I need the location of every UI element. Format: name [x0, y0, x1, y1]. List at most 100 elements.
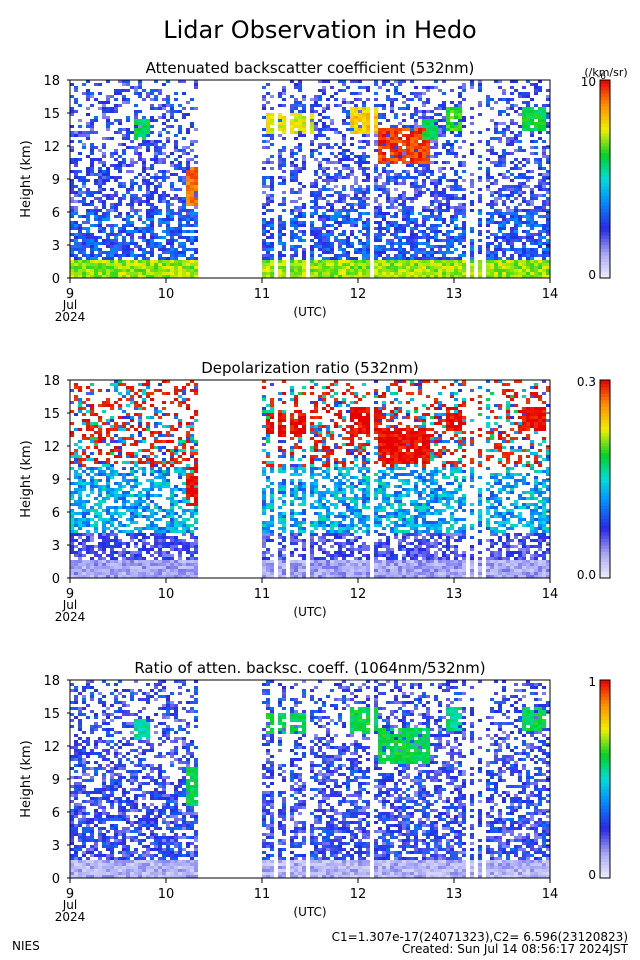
heatmap-cell [190, 236, 194, 239]
heatmap-cell [86, 419, 90, 422]
colorbar-segment [600, 169, 610, 173]
heatmap-cell [158, 266, 162, 269]
heatmap-cell [506, 218, 510, 221]
heatmap-cell [414, 254, 418, 257]
heatmap-cell [142, 176, 146, 179]
heatmap-cell [310, 230, 314, 233]
heatmap-cell [394, 146, 398, 149]
heatmap-cell [374, 206, 378, 209]
heatmap-cell [190, 272, 194, 275]
heatmap-cell [458, 263, 462, 266]
heatmap-cell [186, 215, 190, 218]
heatmap-cell [414, 239, 418, 242]
heatmap-cell [342, 83, 346, 86]
heatmap-cell [78, 428, 82, 431]
heatmap-cell [118, 428, 122, 431]
heatmap-cell [358, 266, 362, 269]
heatmap-cell [442, 254, 446, 257]
heatmap-cell [134, 482, 138, 485]
heatmap-cell [182, 392, 186, 395]
heatmap-cell [538, 224, 542, 227]
heatmap-cell [350, 206, 354, 209]
heatmap-cell [146, 122, 150, 125]
heatmap-cell [194, 173, 198, 176]
colorbar-segment [600, 208, 610, 213]
heatmap-cell [262, 218, 266, 221]
heatmap-cell [270, 95, 274, 98]
heatmap-cell [362, 128, 366, 131]
heatmap-cell [478, 167, 482, 170]
heatmap-cell [74, 101, 78, 104]
heatmap-cell [98, 197, 102, 200]
heatmap-cell [94, 116, 98, 119]
heatmap-cell [170, 506, 174, 509]
heatmap-cell [514, 218, 518, 221]
heatmap-cell [378, 155, 382, 158]
heatmap-cell [118, 572, 122, 575]
heatmap-cell [134, 551, 138, 554]
heatmap-cell [318, 89, 322, 92]
heatmap-cell [378, 272, 382, 275]
heatmap-cell [94, 275, 98, 278]
heatmap-cell [454, 197, 458, 200]
heatmap-cell [438, 248, 442, 251]
heatmap-cell [434, 152, 438, 155]
heatmap-cell [546, 203, 550, 206]
heatmap-cell [530, 272, 534, 275]
heatmap-cell [534, 116, 538, 119]
heatmap-cell [506, 212, 510, 215]
heatmap-cell [302, 230, 306, 233]
heatmap-cell [458, 266, 462, 269]
heatmap-cell [326, 194, 330, 197]
heatmap-cell [182, 149, 186, 152]
heatmap-cell [326, 239, 330, 242]
heatmap-cell [418, 137, 422, 140]
heatmap-cell [186, 503, 190, 506]
heatmap-cell [282, 104, 286, 107]
heatmap-cell [166, 98, 170, 101]
heatmap-cell [542, 230, 546, 233]
heatmap-cell [102, 509, 106, 512]
heatmap-cell [178, 395, 182, 398]
heatmap-cell [318, 269, 322, 272]
heatmap-cell [490, 272, 494, 275]
heatmap-cell [458, 260, 462, 263]
heatmap-cell [526, 233, 530, 236]
heatmap-cell [546, 263, 550, 266]
heatmap-cell [546, 227, 550, 230]
heatmap-cell [266, 254, 270, 257]
heatmap-cell [166, 218, 170, 221]
heatmap-cell [78, 215, 82, 218]
heatmap-cell [86, 155, 90, 158]
heatmap-cell [122, 95, 126, 98]
heatmap-cell [110, 233, 114, 236]
heatmap-cell [326, 218, 330, 221]
heatmap-cell [310, 239, 314, 242]
heatmap-cell [438, 245, 442, 248]
heatmap-cell [98, 416, 102, 419]
heatmap-cell [146, 224, 150, 227]
heatmap-cell [542, 149, 546, 152]
heatmap-cell [114, 422, 118, 425]
heatmap-cell [98, 170, 102, 173]
heatmap-cell [302, 263, 306, 266]
heatmap-cell [438, 266, 442, 269]
heatmap-cell [398, 83, 402, 86]
heatmap-cell [342, 248, 346, 251]
heatmap-cell [546, 260, 550, 263]
heatmap-cell [166, 104, 170, 107]
heatmap-cell [134, 479, 138, 482]
heatmap-cell [302, 119, 306, 122]
heatmap-cell [142, 275, 146, 278]
heatmap-cell [374, 251, 378, 254]
heatmap-cell [546, 212, 550, 215]
heatmap-cell [146, 569, 150, 572]
heatmap-cell [454, 224, 458, 227]
heatmap-cell [326, 167, 330, 170]
heatmap-cell [118, 488, 122, 491]
heatmap-cell [106, 533, 110, 536]
heatmap-cell [546, 122, 550, 125]
heatmap-cell [398, 197, 402, 200]
heatmap-cell [418, 155, 422, 158]
heatmap-cell [470, 152, 474, 155]
